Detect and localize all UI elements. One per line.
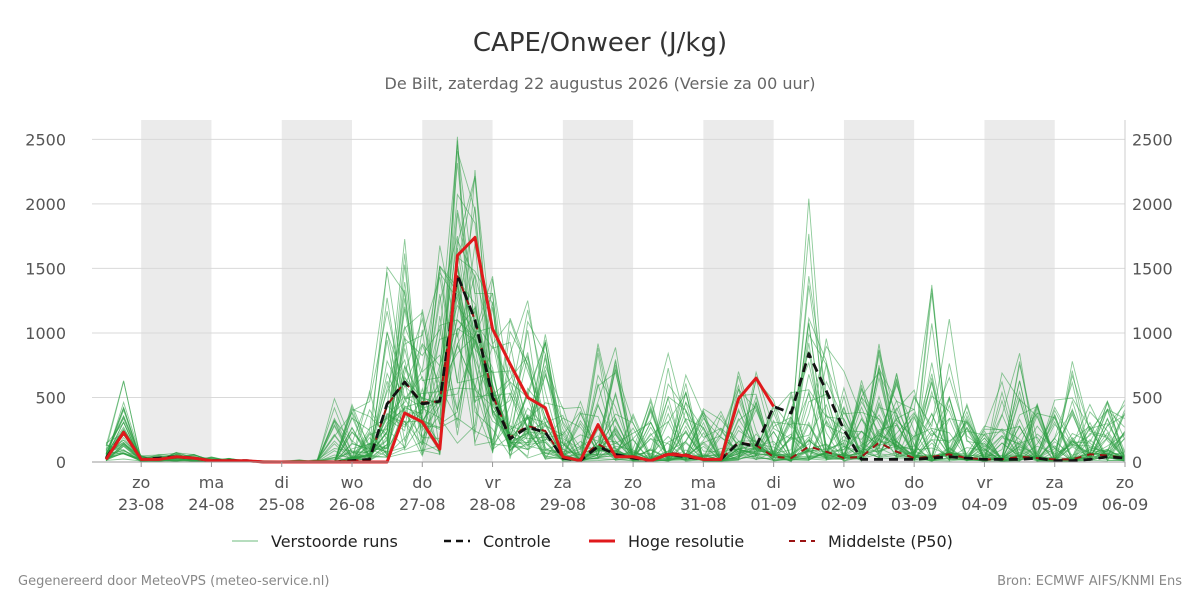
x-tick-date: 31-08 — [680, 495, 727, 514]
legend-label-controle: Controle — [483, 532, 551, 551]
x-tick-weekday: ma — [199, 473, 224, 492]
footer-source: Bron: ECMWF AIFS/KNMI Ens — [997, 574, 1182, 589]
x-tick-date: 25-08 — [258, 495, 305, 514]
shade-band-4 — [703, 120, 774, 462]
chart-title: CAPE/Onweer (J/kg) — [473, 28, 727, 58]
y-tick-right: 2500 — [1132, 130, 1173, 149]
x-tick-date: 01-09 — [750, 495, 797, 514]
x-tick-weekday: zo — [1116, 473, 1134, 492]
shade-band-1 — [281, 120, 353, 462]
x-tick-weekday: vr — [976, 473, 992, 492]
x-tick-weekday: ma — [691, 473, 716, 492]
chart-subtitle: De Bilt, zaterdag 22 augustus 2026 (Vers… — [385, 74, 816, 93]
axes: 0 0 500 500 1000 1000 1500 1500 2000 2000 2500 2500… — [25, 120, 1173, 514]
x-tick-weekday: do — [904, 473, 924, 492]
x-tick-date: 06-09 — [1102, 495, 1149, 514]
x-tick-date: 29-08 — [540, 495, 587, 514]
x-tick-date: 24-08 — [188, 495, 235, 514]
y-tick-left: 2000 — [25, 195, 66, 214]
legend-label-ensemble: Verstoorde runs — [271, 532, 398, 551]
y-tick-left: 500 — [35, 388, 66, 407]
grid-lines — [92, 138, 1125, 398]
legend-label-hoge-resolutie: Hoge resolutie — [628, 532, 744, 551]
shade-band-3 — [562, 120, 634, 462]
x-tick-date: 23-08 — [118, 495, 165, 514]
y-tick-left: 2500 — [25, 130, 66, 149]
x-tick-date: 04-09 — [961, 495, 1008, 514]
x-tick-date: 28-08 — [469, 495, 516, 514]
y-tick-right: 1500 — [1132, 259, 1173, 278]
x-tick-date: 27-08 — [399, 495, 446, 514]
x-tick-weekday: zo — [132, 473, 150, 492]
y-tick-right: 2000 — [1132, 195, 1173, 214]
x-tick-weekday: wo — [341, 473, 364, 492]
x-tick-weekday: do — [412, 473, 432, 492]
y-tick-left: 0 — [56, 453, 66, 472]
x-tick-date: 05-09 — [1031, 495, 1078, 514]
shade-band-2 — [422, 120, 493, 462]
x-tick-weekday: di — [766, 473, 781, 492]
y-tick-left: 1500 — [25, 259, 66, 278]
y-tick-right: 500 — [1132, 388, 1163, 407]
series-hoge-resolutie — [104, 235, 775, 464]
x-tick-weekday: wo — [832, 473, 855, 492]
x-tick-weekday: za — [1046, 473, 1064, 492]
legend: Verstoorde runs Controle Hoge resolutie … — [232, 532, 953, 551]
shade-band-6 — [984, 120, 1055, 462]
x-tick-weekday: vr — [485, 473, 501, 492]
x-tick-date: 02-09 — [821, 495, 868, 514]
x-tick-weekday: zo — [624, 473, 642, 492]
y-tick-left: 1000 — [25, 324, 66, 343]
x-tick-date: 03-09 — [891, 495, 938, 514]
weekday-shading — [141, 120, 1055, 462]
legend-label-p50: Middelste (P50) — [828, 532, 953, 551]
footer-generator: Gegenereerd door MeteoVPS (meteo-service… — [18, 574, 329, 589]
y-tick-right: 1000 — [1132, 324, 1173, 343]
x-tick-weekday: di — [274, 473, 289, 492]
shade-band-0 — [141, 120, 212, 462]
x-tick-weekday: za — [554, 473, 572, 492]
x-tick-date: 26-08 — [329, 495, 376, 514]
y-tick-right: 0 — [1132, 453, 1142, 472]
x-tick-date: 30-08 — [610, 495, 657, 514]
